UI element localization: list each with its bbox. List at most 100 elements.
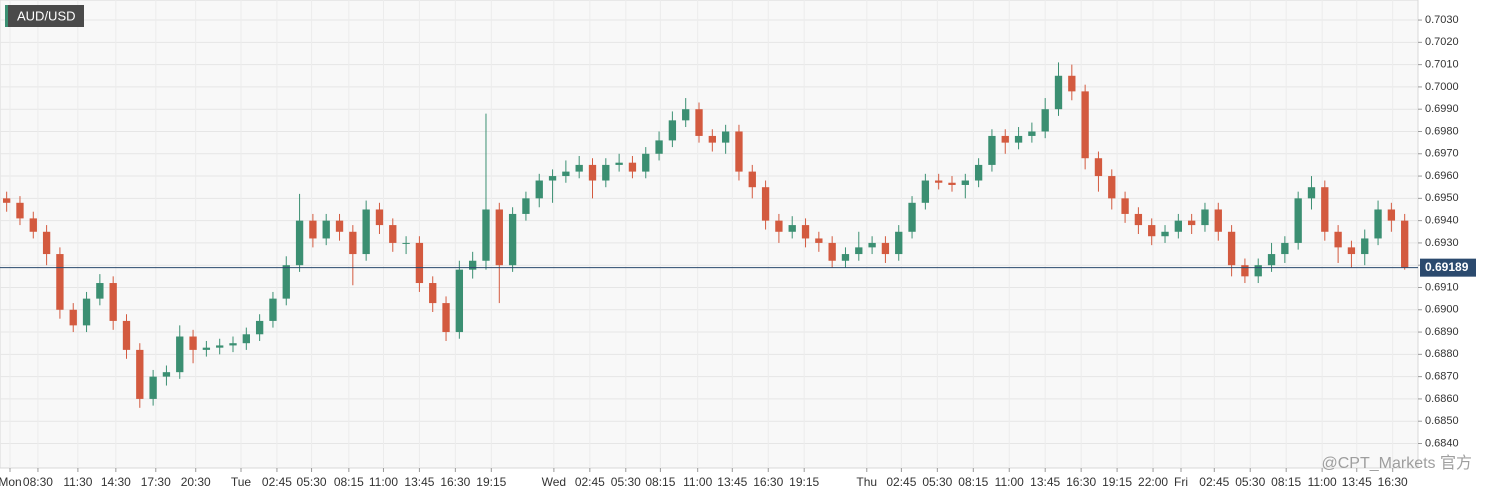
candle-body xyxy=(1267,254,1276,266)
candle-body xyxy=(269,298,277,321)
candle-body xyxy=(309,220,317,239)
candle-body xyxy=(255,320,264,335)
x-tick-label: 08:15 xyxy=(958,475,988,489)
x-tick-label: 16:30 xyxy=(753,475,783,489)
x-tick-label: 16:30 xyxy=(1066,475,1096,489)
candle-body xyxy=(1201,209,1209,226)
candle-body xyxy=(615,162,623,165)
candle-body xyxy=(176,336,184,373)
candle-body xyxy=(402,242,410,244)
candle-body xyxy=(1108,176,1116,199)
candle-body xyxy=(1401,220,1409,268)
candle-body xyxy=(655,140,663,154)
candle-body xyxy=(322,220,330,239)
candle-body xyxy=(469,260,477,270)
plot-area xyxy=(0,0,1419,469)
candle-body xyxy=(216,345,224,348)
x-tick-label: 13:45 xyxy=(717,475,747,489)
candle-body xyxy=(375,209,384,226)
candle-body xyxy=(415,242,424,284)
candle-body xyxy=(1121,198,1129,214)
candle-body xyxy=(721,131,730,143)
x-tick-label: 19:15 xyxy=(789,475,819,489)
candle-body xyxy=(69,309,77,326)
candle-body xyxy=(974,164,983,181)
candle-body xyxy=(735,131,743,172)
x-tick-label: 14:30 xyxy=(101,475,131,489)
candle-body xyxy=(1241,265,1249,277)
candle-body xyxy=(508,213,517,266)
candle-body xyxy=(921,180,930,203)
x-tick-label: 11:00 xyxy=(995,475,1024,489)
x-tick-label: 13:45 xyxy=(404,475,434,489)
candle-body xyxy=(1321,187,1329,232)
candle-body xyxy=(602,164,610,181)
last-price-box xyxy=(1420,258,1476,277)
candle-body xyxy=(96,283,104,299)
x-tick-label: 02:45 xyxy=(1199,475,1229,489)
candle-body xyxy=(682,109,690,121)
y-tick-label: 0.6950 xyxy=(1425,192,1459,204)
y-tick-label: 0.6850 xyxy=(1425,415,1459,427)
candle-body xyxy=(1307,187,1316,199)
candle-body xyxy=(522,198,530,214)
y-tick-label: 0.6980 xyxy=(1425,125,1459,137)
candle-body xyxy=(2,198,11,203)
candle-body xyxy=(109,283,117,321)
candle-body xyxy=(202,347,211,350)
title-box xyxy=(5,5,84,27)
x-tick-label: 08:15 xyxy=(1271,475,1301,489)
candle-body xyxy=(548,176,557,181)
candle-body xyxy=(841,254,850,261)
candle-body xyxy=(961,180,969,185)
x-tick-label: 02:45 xyxy=(575,475,605,489)
candle-body xyxy=(1148,225,1156,237)
candle-body xyxy=(1001,135,1009,143)
candle-body xyxy=(775,220,783,232)
candle-body xyxy=(855,247,863,255)
x-tick-label: 22:00 xyxy=(1138,475,1168,489)
x-tick-label: Thu xyxy=(856,475,877,489)
x-tick-label: 05:30 xyxy=(922,475,952,489)
y-tick-label: 0.6940 xyxy=(1425,215,1459,227)
grid xyxy=(0,0,1418,468)
candle-body xyxy=(1294,198,1302,243)
candle-body xyxy=(935,180,943,183)
candle-body xyxy=(828,242,836,261)
candle-body xyxy=(1361,238,1369,255)
x-tick-label: 16:30 xyxy=(1378,475,1408,489)
x-tick-label: 11:00 xyxy=(369,475,398,489)
candle-body xyxy=(1227,231,1236,266)
candle-body xyxy=(668,120,677,141)
y-tick-label: 0.6990 xyxy=(1425,103,1459,115)
candle-body xyxy=(708,135,716,143)
candle-body xyxy=(429,283,437,304)
x-tick-label: 11:00 xyxy=(1308,475,1337,489)
candle-body xyxy=(908,202,916,232)
candle-body xyxy=(122,320,131,350)
candle-body xyxy=(349,231,357,255)
x-tick-label: 19:15 xyxy=(1102,475,1132,489)
x-tick-label: 20:30 xyxy=(181,475,211,489)
candle-body xyxy=(149,376,157,399)
candle-body xyxy=(628,162,637,172)
x-tick-label: 05:30 xyxy=(297,475,327,489)
candle-body xyxy=(1028,131,1036,136)
x-tick-label: 16:30 xyxy=(440,475,470,489)
candle-body xyxy=(82,298,91,326)
watermark: @CPT_Markets 官方 xyxy=(1322,454,1473,472)
chart-title: AUD/USD xyxy=(17,8,76,23)
x-tick-label: 08:30 xyxy=(23,475,53,489)
candle-body xyxy=(242,334,250,344)
candle-body xyxy=(56,254,64,310)
candle-body xyxy=(1254,265,1262,277)
x-tick-label: 08:15 xyxy=(645,475,675,489)
x-tick-label: Wed xyxy=(542,475,566,489)
candle-body xyxy=(1054,75,1063,110)
candle-body xyxy=(162,372,171,377)
candle-body xyxy=(535,180,543,199)
y-tick-label: 0.7020 xyxy=(1425,36,1459,48)
x-tick-label: 19:15 xyxy=(476,475,506,489)
candle-body xyxy=(442,303,450,333)
